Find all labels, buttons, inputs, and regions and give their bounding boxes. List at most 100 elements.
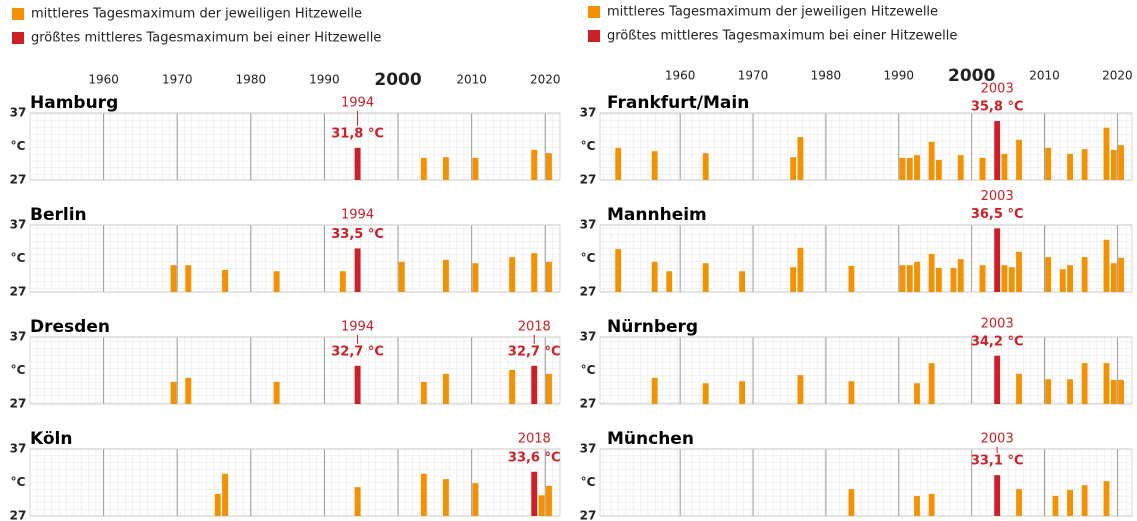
- bar: [509, 369, 516, 404]
- bar: [1118, 145, 1124, 180]
- bar: [928, 141, 935, 180]
- y-tick-label: 37: [10, 106, 27, 120]
- x-tick-label: 2010: [1029, 69, 1060, 83]
- x-tick-label: 2000: [948, 66, 995, 86]
- bar: [935, 159, 942, 180]
- bar: [797, 375, 804, 404]
- x-tick-label: 1960: [88, 73, 119, 87]
- legend-swatch: [12, 32, 24, 44]
- bar: [1045, 379, 1052, 404]
- bar: [848, 265, 855, 292]
- plot-background: [599, 224, 1133, 293]
- bar: [1103, 363, 1110, 404]
- panel-title: Mannheim: [607, 205, 707, 225]
- bar: [1016, 139, 1022, 180]
- y-tick-label: 37: [10, 442, 27, 456]
- bar: [1008, 267, 1015, 292]
- x-tick-label: 1970: [162, 73, 193, 87]
- panel-title: München: [607, 429, 694, 449]
- year-label: 2003: [981, 432, 1014, 447]
- bar: [170, 381, 177, 404]
- bar: [1118, 257, 1124, 292]
- y-tick-label: 27: [10, 285, 27, 299]
- bar: [848, 489, 855, 516]
- y-axis-label: °C: [11, 251, 26, 265]
- legend-label: mittleres Tagesmaximum der jeweiligen Hi…: [31, 7, 362, 22]
- plot-background: [599, 448, 1133, 517]
- bar: [935, 267, 942, 292]
- bar: [185, 265, 192, 292]
- bar: [546, 485, 552, 516]
- bar: [914, 261, 920, 292]
- x-tick-label: 1980: [236, 73, 267, 87]
- bar: [398, 261, 405, 292]
- y-axis-label: °C: [581, 139, 596, 153]
- x-tick-label: 2000: [374, 70, 421, 90]
- bar: [1067, 379, 1073, 404]
- bar: [994, 475, 1001, 516]
- year-label: 2018: [518, 432, 551, 447]
- x-tick-label: 1990: [309, 73, 340, 87]
- bar: [928, 363, 935, 404]
- value-label: 35,8 °C: [971, 100, 1024, 115]
- bar: [531, 365, 538, 404]
- plot-background: [29, 224, 561, 293]
- year-label: 1994: [341, 96, 374, 111]
- value-label: 33,6 °C: [508, 450, 561, 465]
- y-tick-label: 27: [10, 173, 27, 187]
- bar: [472, 483, 479, 516]
- bar: [651, 377, 658, 404]
- bar: [979, 157, 986, 180]
- bar: [950, 267, 957, 292]
- y-tick-label: 37: [580, 106, 597, 120]
- bar: [354, 487, 361, 516]
- x-tick-label: 2010: [456, 73, 487, 87]
- year-label: 1994: [341, 320, 374, 335]
- value-label: 36,5 °C: [971, 207, 1024, 222]
- bar: [222, 269, 229, 292]
- legend-swatch: [588, 30, 600, 42]
- bar: [994, 121, 1001, 180]
- bar: [1103, 481, 1110, 516]
- bar: [1081, 485, 1088, 516]
- panel-title: Köln: [30, 429, 72, 449]
- y-tick-label: 37: [10, 330, 27, 344]
- value-label: 32,7 °C: [508, 344, 561, 359]
- bar: [1059, 269, 1066, 292]
- bar: [914, 155, 920, 180]
- y-tick-label: 27: [10, 397, 27, 411]
- bar: [739, 271, 746, 292]
- bar: [848, 381, 855, 404]
- bar: [651, 261, 658, 292]
- y-axis-label: °C: [581, 251, 596, 265]
- plot-background: [29, 448, 561, 517]
- bar: [442, 259, 449, 292]
- y-axis-label: °C: [11, 363, 26, 377]
- x-tick-label: 2020: [530, 73, 561, 87]
- bar: [1110, 263, 1117, 292]
- y-tick-label: 27: [580, 509, 597, 521]
- legend-label: größtes mittleres Tagesmaximum bei einer…: [31, 31, 381, 46]
- bar: [1110, 149, 1117, 180]
- bar: [472, 263, 479, 292]
- y-axis-label: °C: [581, 363, 596, 377]
- plot-background: [599, 112, 1133, 181]
- value-label: 33,5 °C: [331, 227, 384, 242]
- panel-title: Dresden: [30, 317, 110, 337]
- y-axis-label: °C: [581, 475, 596, 489]
- bar: [797, 137, 804, 180]
- year-label: 2003: [981, 82, 1014, 97]
- bar: [442, 479, 449, 516]
- value-label: 32,7 °C: [331, 344, 384, 359]
- y-tick-label: 37: [10, 218, 27, 232]
- bar: [1016, 373, 1022, 404]
- x-tick-label: 1960: [665, 69, 696, 83]
- year-label: 2003: [981, 316, 1014, 331]
- bar: [702, 153, 709, 180]
- panel-title: Frankfurt/Main: [607, 93, 749, 113]
- bar: [1103, 239, 1110, 292]
- bar: [615, 249, 622, 292]
- bar: [442, 157, 449, 180]
- bar: [928, 253, 935, 292]
- panel-title: Berlin: [30, 205, 87, 225]
